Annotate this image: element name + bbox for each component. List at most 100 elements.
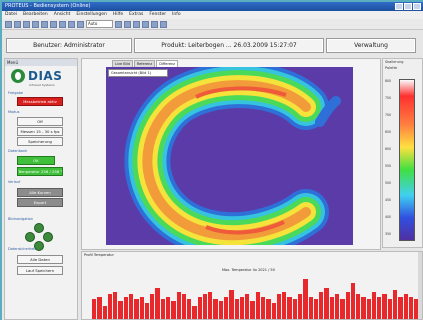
vertical-scrollbar[interactable] bbox=[418, 252, 422, 319]
profile-bar bbox=[218, 301, 224, 319]
profile-bar bbox=[329, 296, 334, 319]
profile-bar bbox=[118, 301, 123, 319]
logo-tagline: Infrared Systems bbox=[29, 83, 55, 87]
copy-icon[interactable] bbox=[50, 20, 57, 28]
profile-bar bbox=[234, 298, 239, 319]
profile-bar bbox=[356, 294, 361, 319]
measure-button[interactable]: Messen 15 - 30 s fps bbox=[17, 127, 63, 136]
profile-bar bbox=[398, 296, 403, 319]
profile-bar bbox=[319, 292, 324, 319]
window-title: PROTEUS - Bediensystem (Online) bbox=[5, 3, 91, 9]
profile-bar bbox=[250, 301, 255, 319]
view-selector[interactable]: Gesamtansicht (Bild 1) bbox=[108, 69, 168, 77]
logo-icon bbox=[11, 69, 25, 83]
maximize-button[interactable] bbox=[404, 3, 412, 10]
profile-bar bbox=[245, 294, 250, 319]
scale-tick: 600 bbox=[385, 147, 392, 151]
profile-bar bbox=[276, 294, 282, 319]
left-panel-title: Menü bbox=[5, 59, 77, 66]
profile-bar bbox=[287, 296, 292, 319]
open-icon[interactable] bbox=[14, 20, 21, 28]
menu-item[interactable]: Ansicht bbox=[53, 12, 71, 17]
cut-icon[interactable] bbox=[41, 20, 48, 28]
history-all-button[interactable]: Alle Kurven bbox=[17, 188, 63, 197]
mode-section-label: Modus bbox=[8, 110, 20, 114]
zoom-out-icon[interactable] bbox=[124, 20, 131, 28]
zoom-in-icon[interactable] bbox=[115, 20, 122, 28]
profile-bar bbox=[239, 296, 245, 319]
arrow-left-icon[interactable] bbox=[25, 232, 35, 242]
profile-bar bbox=[92, 298, 97, 319]
scale-tick: 750 bbox=[385, 96, 392, 100]
profile-bar bbox=[150, 294, 155, 319]
help-icon[interactable] bbox=[160, 20, 167, 28]
save-run-button[interactable]: Lauf Speichern bbox=[17, 266, 63, 275]
print-icon[interactable] bbox=[32, 20, 39, 28]
store-button[interactable]: Speicherung bbox=[17, 137, 63, 146]
minimize-button[interactable] bbox=[395, 3, 403, 10]
status-button[interactable]: Messbetrieb aktiv bbox=[17, 97, 63, 106]
scale-tick: 350 bbox=[385, 232, 392, 236]
profile-bar bbox=[313, 298, 319, 319]
close-button[interactable] bbox=[413, 3, 421, 10]
redo-icon[interactable] bbox=[77, 20, 84, 28]
scale-tick: 450 bbox=[385, 198, 392, 202]
profile-bar bbox=[224, 296, 229, 319]
profile-bar bbox=[213, 298, 218, 319]
profile-bar bbox=[292, 298, 297, 319]
profile-bar bbox=[414, 298, 419, 319]
menu-item[interactable]: Bearbeiten bbox=[23, 12, 48, 17]
profile-bar bbox=[303, 278, 308, 319]
profile-bar bbox=[144, 303, 150, 319]
arrow-down-icon[interactable] bbox=[34, 241, 44, 251]
window-controls bbox=[395, 3, 421, 10]
menu-item[interactable]: Einstellungen bbox=[76, 12, 107, 17]
mode-button[interactable]: Off bbox=[17, 117, 63, 126]
save-icon[interactable] bbox=[23, 20, 30, 28]
profile-bar bbox=[97, 296, 102, 319]
pan-icon[interactable] bbox=[133, 20, 140, 28]
profile-bar bbox=[377, 296, 382, 319]
palette-icon[interactable] bbox=[151, 20, 158, 28]
undo-icon[interactable] bbox=[68, 20, 75, 28]
ok-button[interactable]: OK bbox=[17, 156, 55, 165]
menu-item[interactable]: Info bbox=[172, 12, 181, 17]
thermal-image[interactable]: Gesamtansicht (Bild 1) bbox=[106, 67, 353, 245]
scale-tick: 650 bbox=[385, 130, 392, 134]
temperature-button[interactable]: Temperatur 256 / 256 °C bbox=[17, 167, 63, 176]
profile-bar bbox=[128, 294, 134, 319]
new-icon[interactable] bbox=[5, 20, 12, 28]
profile-bar bbox=[282, 292, 287, 319]
scale-title: Skalierung bbox=[385, 60, 404, 64]
profile-bar bbox=[366, 298, 371, 319]
scale-tick: 550 bbox=[385, 164, 392, 168]
measure-icon[interactable] bbox=[142, 20, 149, 28]
history-export-button[interactable]: Export bbox=[17, 198, 63, 207]
arrow-up-icon[interactable] bbox=[34, 223, 44, 233]
arrow-right-icon[interactable] bbox=[43, 232, 53, 242]
scale-tick: 800 bbox=[385, 79, 392, 83]
profile-bar bbox=[155, 287, 160, 319]
menu-item[interactable]: Fenster bbox=[149, 12, 167, 17]
scale-tick: 500 bbox=[385, 181, 392, 185]
profile-bar bbox=[208, 292, 213, 319]
profile-bar bbox=[139, 296, 144, 319]
profile-bar bbox=[113, 292, 118, 319]
profile-bar bbox=[102, 305, 107, 319]
scale-tick: 400 bbox=[385, 215, 392, 219]
paste-icon[interactable] bbox=[59, 20, 66, 28]
header-row: Benutzer: Administrator Produkt: Leiterb… bbox=[6, 38, 417, 53]
all-data-button[interactable]: Alle Daten bbox=[17, 255, 63, 264]
profile-bar bbox=[255, 292, 260, 319]
profile-bar bbox=[197, 296, 202, 319]
profile-bar bbox=[134, 298, 139, 319]
menu-item[interactable]: Hilfe bbox=[112, 12, 124, 17]
admin-button[interactable]: Verwaltung bbox=[326, 38, 416, 53]
menu-item[interactable]: Datei bbox=[5, 12, 18, 17]
profile-bar bbox=[382, 294, 387, 319]
profile-bar bbox=[187, 298, 192, 319]
menu-item[interactable]: Extras bbox=[129, 12, 144, 17]
profile-bar bbox=[123, 296, 128, 319]
zoom-select[interactable]: Auto bbox=[86, 20, 113, 28]
profile-bar bbox=[266, 298, 271, 319]
